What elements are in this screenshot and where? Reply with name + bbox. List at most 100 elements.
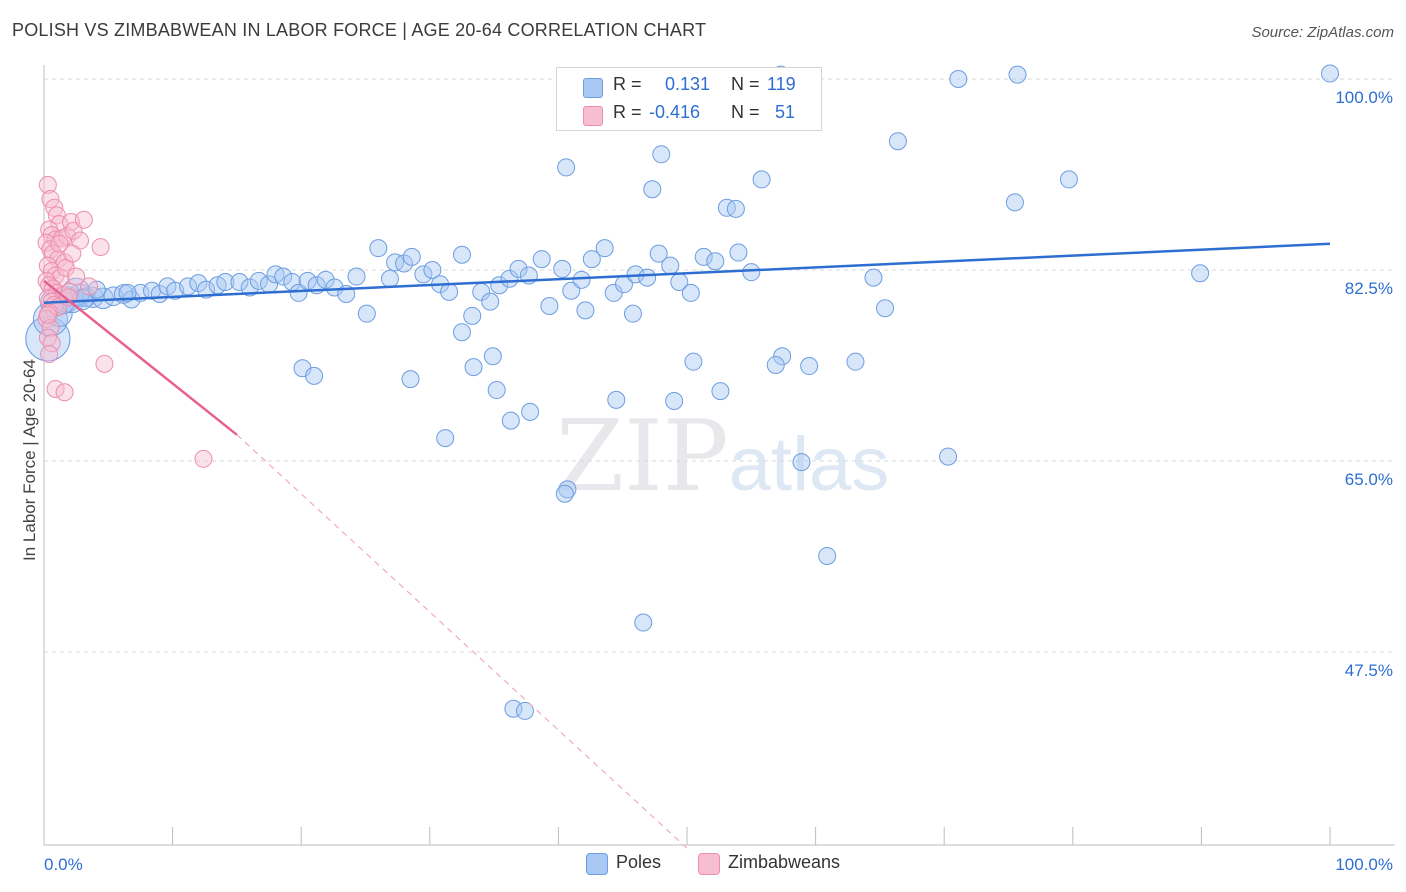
n-label: N =: [731, 74, 760, 94]
poles-point: [483, 347, 502, 366]
poles-legend-label: Poles: [616, 852, 662, 872]
poles-point: [357, 304, 376, 323]
poles-point: [694, 247, 713, 266]
poles-point: [623, 304, 642, 323]
n-label: N =: [731, 102, 760, 122]
poles-point: [452, 323, 471, 342]
zimbabweans-point: [95, 354, 114, 373]
watermark: ZIPatlas: [556, 400, 889, 514]
poles-point: [452, 245, 471, 264]
zimbabweans-trend-line: [43, 279, 238, 436]
poles-point: [717, 198, 736, 217]
poles-point: [557, 158, 576, 177]
poles-point: [582, 250, 601, 269]
poles-point: [681, 283, 700, 302]
legend-row-zimbabweans: R = -0.416 N = 51: [557, 102, 821, 128]
poles-n-value: 119: [767, 74, 796, 94]
poles-point: [634, 613, 653, 632]
poles-point: [742, 263, 761, 282]
poles-point: [939, 447, 958, 466]
poles-point: [464, 358, 483, 377]
watermark-zip: ZIP: [556, 400, 729, 514]
poles-trend-line: [43, 242, 1331, 304]
zimbabweans-point: [63, 244, 82, 263]
r-label: R =: [613, 74, 642, 94]
poles-point: [752, 170, 771, 189]
poles-point: [440, 282, 459, 301]
zimbabweans-point: [67, 267, 86, 286]
poles-point: [1008, 65, 1027, 84]
zimbabweans-point: [194, 449, 213, 468]
poles-point: [240, 278, 259, 297]
poles-point: [555, 484, 574, 503]
poles-point: [1321, 64, 1339, 83]
poles-point: [649, 244, 668, 263]
zimbabweans-legend-swatch: [698, 853, 720, 875]
zimbabweans-legend-label: Zimbabweans: [728, 852, 841, 872]
y-tick-label: 47.5%: [1345, 661, 1393, 680]
poles-point: [652, 145, 671, 164]
poles-point: [876, 299, 895, 318]
zimbabweans-point: [41, 190, 60, 209]
poles-point: [266, 265, 285, 284]
poles-point: [402, 247, 421, 266]
poles-point: [540, 297, 559, 316]
poles-point: [661, 256, 680, 275]
x-tick-label: 0.0%: [44, 855, 83, 874]
zimbabweans-point: [55, 383, 74, 402]
poles-point: [487, 381, 506, 400]
poles-point: [684, 352, 703, 371]
legend-row-poles: R = 0.131 N = 119: [557, 74, 821, 100]
zimbabweans-point: [38, 305, 57, 324]
poles-point: [665, 391, 684, 410]
poles-point: [401, 370, 420, 389]
zimbabweans-n-value: 51: [775, 102, 796, 122]
zimbabweans-point: [40, 345, 59, 364]
poles-point: [386, 253, 405, 272]
poles-point: [949, 70, 968, 88]
poles-point: [436, 429, 455, 448]
chart-title: POLISH VS ZIMBABWEAN IN LABOR FORCE | AG…: [12, 20, 707, 40]
zimbabweans-point: [38, 175, 57, 194]
x-tick-label: 100.0%: [1335, 855, 1393, 874]
zimbabweans-point: [91, 238, 110, 257]
poles-point: [274, 267, 293, 286]
y-tick-label: 82.5%: [1345, 279, 1393, 298]
poles-point: [1059, 170, 1078, 189]
poles-point: [118, 283, 137, 302]
poles-point: [509, 259, 528, 278]
correlation-legend: R = 0.131 N = 119 R = -0.416 N = 51: [556, 67, 822, 131]
poles-point: [711, 382, 730, 401]
zimbabweans-point: [50, 234, 69, 253]
zimbabweans-r-value: -0.416: [649, 102, 701, 122]
zimbabweans-point: [59, 288, 78, 307]
poles-point: [766, 355, 785, 374]
poles-point: [729, 243, 748, 262]
zimbabweans-swatch: [583, 106, 603, 126]
poles-point: [501, 411, 520, 430]
poles-point: [532, 250, 551, 269]
poles-point: [515, 701, 534, 720]
y-tick-label: 100.0%: [1335, 88, 1393, 107]
poles-point: [481, 292, 500, 311]
poles-point: [726, 199, 745, 218]
poles-point: [643, 180, 662, 199]
poles-r-value: 0.131: [665, 74, 711, 94]
poles-point: [423, 261, 442, 279]
poles-point: [305, 366, 324, 385]
poles-swatch: [583, 78, 603, 98]
poles-point: [249, 271, 268, 290]
poles-point: [576, 301, 595, 320]
poles-point: [638, 268, 657, 287]
poles-point: [553, 259, 572, 278]
poles-point: [595, 239, 614, 258]
r-label: R =: [613, 102, 642, 122]
poles-point: [864, 268, 883, 287]
poles-point: [572, 270, 591, 289]
poles-point: [1191, 264, 1210, 283]
poles-point: [888, 132, 907, 151]
poles-point: [216, 273, 235, 292]
poles-point: [521, 402, 540, 421]
zimbabweans-point: [80, 277, 99, 296]
